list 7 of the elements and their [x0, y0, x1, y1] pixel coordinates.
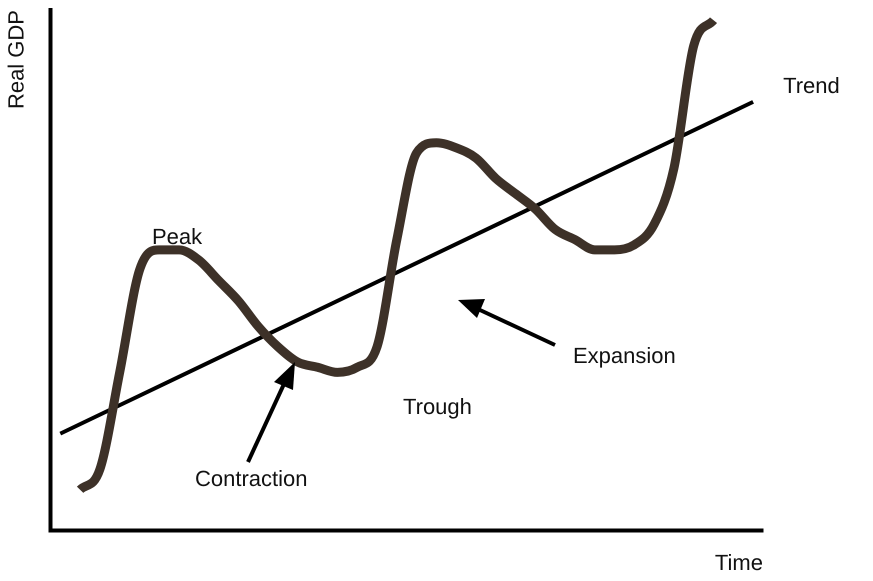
series-label: Trend	[783, 72, 840, 98]
x-axis-title: Time	[714, 550, 763, 575]
annotation: Expansion	[573, 343, 676, 368]
annotation: Contraction	[195, 466, 308, 492]
y-axis-title: Real GDP	[3, 10, 28, 110]
annotation: Peak	[152, 224, 204, 250]
annotation: Trough	[403, 394, 472, 420]
